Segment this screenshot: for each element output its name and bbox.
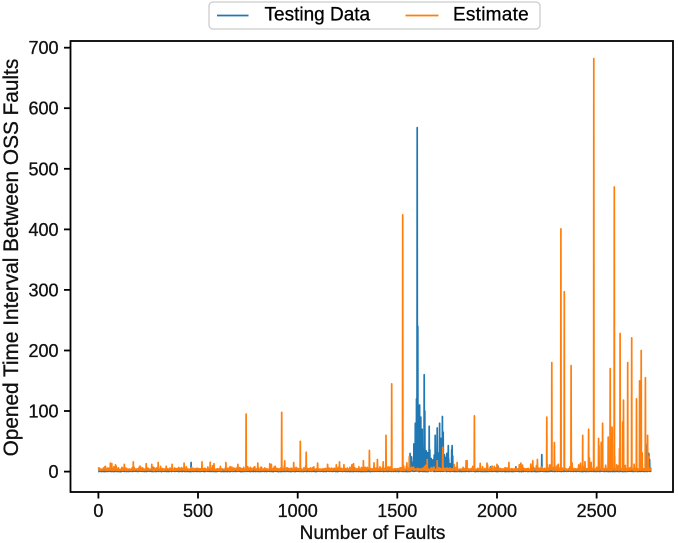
svg-text:500: 500: [183, 501, 213, 521]
svg-text:1500: 1500: [377, 501, 417, 521]
svg-text:700: 700: [28, 38, 58, 58]
svg-text:400: 400: [28, 220, 58, 240]
svg-text:100: 100: [28, 402, 58, 422]
svg-text:2000: 2000: [477, 501, 517, 521]
svg-text:2500: 2500: [577, 501, 617, 521]
svg-text:600: 600: [28, 99, 58, 119]
svg-text:500: 500: [28, 159, 58, 179]
svg-text:Opened Time Interval Between O: Opened Time Interval Between OSS Faults: [0, 59, 23, 457]
svg-text:300: 300: [28, 280, 58, 300]
svg-text:Number of Faults: Number of Faults: [300, 523, 446, 543]
svg-text:200: 200: [28, 341, 58, 361]
svg-text:1000: 1000: [278, 501, 318, 521]
svg-text:0: 0: [48, 462, 58, 482]
svg-text:Testing Data: Testing Data: [265, 5, 371, 26]
svg-text:0: 0: [93, 501, 103, 521]
svg-text:Estimate: Estimate: [453, 5, 529, 26]
